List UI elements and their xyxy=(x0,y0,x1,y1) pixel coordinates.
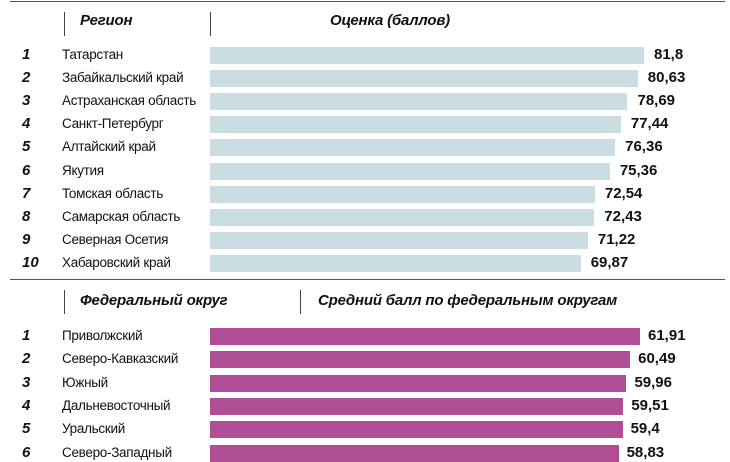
value-label: 59,4 xyxy=(630,420,660,438)
header-district: Федеральный округ xyxy=(80,292,228,309)
value-label: 58,83 xyxy=(626,443,665,461)
category-label: Хабаровский край xyxy=(62,254,171,270)
category-label: Забайкальский край xyxy=(62,70,184,86)
header2-divider-left xyxy=(64,290,65,314)
header-divider-left xyxy=(64,12,65,36)
category-label: Приволжский xyxy=(62,328,143,343)
rank-number: 2 xyxy=(22,69,31,87)
category-label: Южный xyxy=(62,374,108,390)
value-label: 72,54 xyxy=(604,184,643,202)
header-region: Регион xyxy=(80,12,133,29)
bar xyxy=(210,328,640,345)
bar xyxy=(210,351,631,369)
rank-number: 5 xyxy=(22,420,31,438)
value-label: 60,49 xyxy=(638,350,676,368)
category-label: Татарстан xyxy=(62,47,123,62)
rank-number: 4 xyxy=(22,396,31,414)
category-label: Северо-Кавказский xyxy=(62,351,179,367)
bar xyxy=(210,70,638,88)
category-label: Алтайский край xyxy=(62,139,156,155)
category-label: Астраханская область xyxy=(62,93,197,109)
category-label: Якутия xyxy=(62,162,104,178)
bar xyxy=(210,47,644,64)
header-score: Оценка (баллов) xyxy=(330,12,450,29)
value-label: 71,22 xyxy=(597,230,636,248)
rank-number: 6 xyxy=(22,161,31,179)
value-label: 72,43 xyxy=(604,207,642,225)
value-label: 75,36 xyxy=(619,161,658,179)
header-divider-right xyxy=(210,12,211,36)
value-label: 59,51 xyxy=(631,396,669,414)
rank-number: 1 xyxy=(22,327,31,344)
top-rule xyxy=(10,1,725,2)
bar xyxy=(210,374,627,392)
value-label: 69,87 xyxy=(590,253,629,271)
bar xyxy=(210,93,628,111)
bar xyxy=(210,421,623,439)
value-label: 78,69 xyxy=(637,92,676,110)
category-label: Томская область xyxy=(62,185,163,201)
value-label: 59,96 xyxy=(634,373,672,391)
rank-number: 9 xyxy=(22,230,31,248)
value-label: 81,8 xyxy=(654,46,684,63)
bar xyxy=(210,231,588,249)
rank-number: 3 xyxy=(22,92,31,110)
bar xyxy=(210,139,616,157)
bar xyxy=(210,116,621,134)
value-label: 80,63 xyxy=(647,69,686,87)
rank-number: 7 xyxy=(22,184,31,202)
rank-number: 4 xyxy=(22,115,31,133)
category-label: Северо-Западный xyxy=(62,444,172,460)
rank-number: 5 xyxy=(22,138,31,156)
category-label: Санкт-Петербург xyxy=(62,116,164,132)
category-label: Дальневосточный xyxy=(62,397,171,413)
value-label: 76,36 xyxy=(625,138,663,156)
bar xyxy=(210,254,581,272)
bar xyxy=(210,162,610,180)
bar xyxy=(210,185,595,203)
value-label: 77,44 xyxy=(630,115,669,133)
rank-number: 6 xyxy=(22,443,31,461)
section-rule xyxy=(10,279,725,280)
rank-number: 10 xyxy=(22,253,39,271)
header2-divider-right xyxy=(300,290,301,314)
value-label: 61,91 xyxy=(648,327,686,344)
category-label: Уральский xyxy=(62,421,125,437)
rank-number: 8 xyxy=(22,207,31,225)
bar xyxy=(210,444,619,462)
rank-number: 3 xyxy=(22,373,31,391)
bar xyxy=(210,208,595,226)
rank-number: 2 xyxy=(22,350,31,368)
rank-number: 1 xyxy=(22,46,31,63)
category-label: Самарская область xyxy=(62,208,181,224)
bar xyxy=(210,397,624,415)
header-avg-score: Средний балл по федеральным округам xyxy=(318,292,618,309)
category-label: Северная Осетия xyxy=(62,231,169,247)
